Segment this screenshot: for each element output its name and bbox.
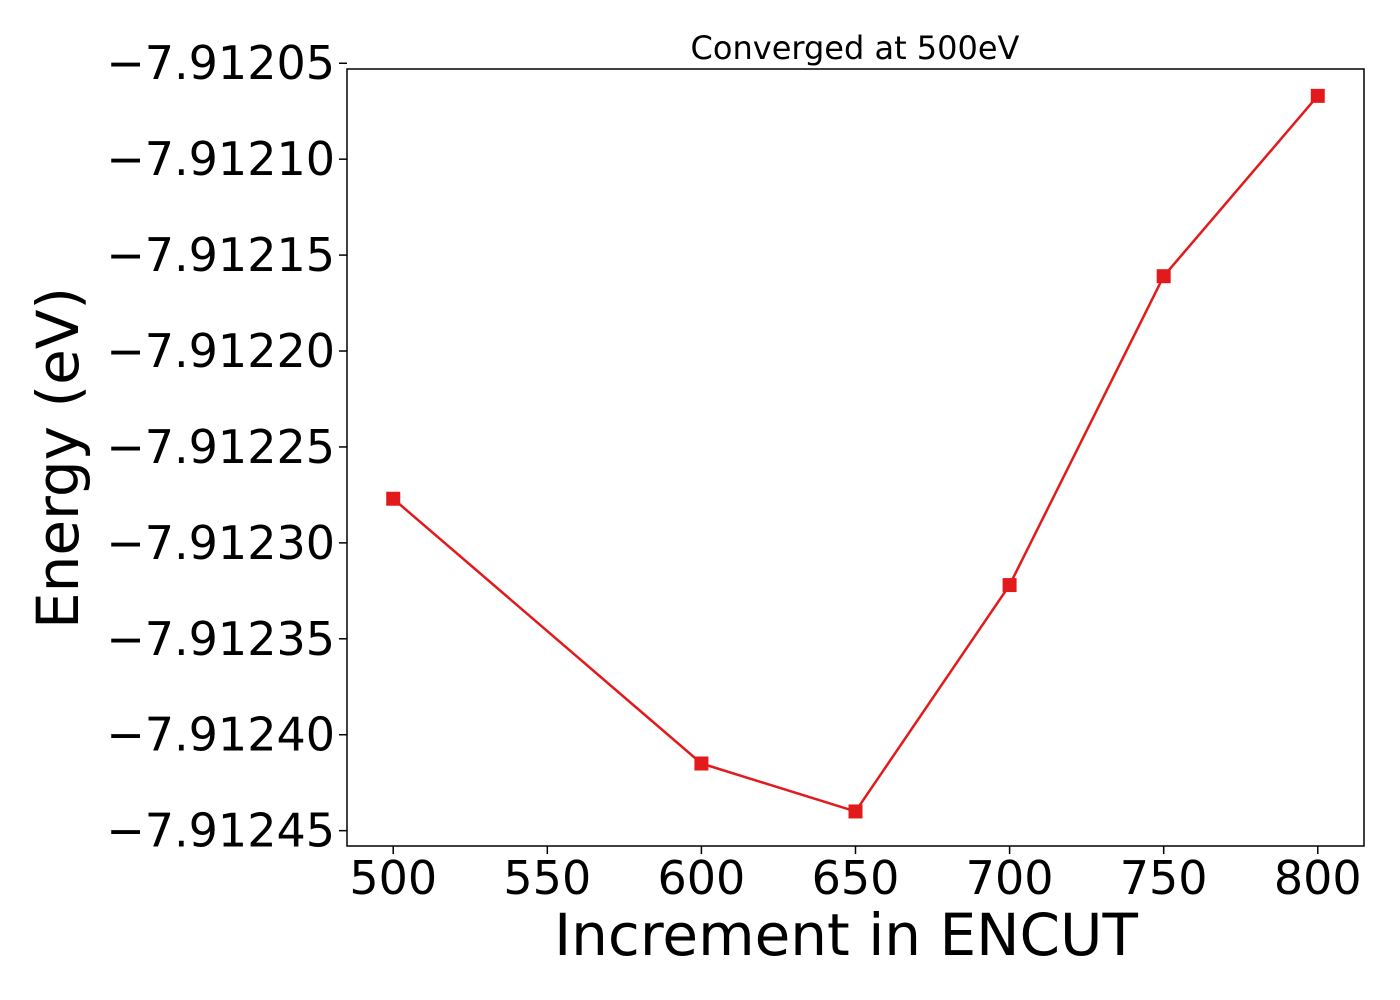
y-ticks: −7.91205 −7.91210 −7.91215 −7.91220 −7.91225… bbox=[106, 36, 347, 858]
y-tick-label: −7.91220 bbox=[106, 324, 335, 378]
data-point-marker bbox=[1310, 88, 1325, 103]
data-point-marker bbox=[848, 804, 863, 819]
y-tick-label: −7.91235 bbox=[106, 612, 335, 666]
y-tick-label: −7.91205 bbox=[106, 36, 335, 90]
x-tick-label: 700 bbox=[966, 851, 1054, 905]
x-tick-label: 750 bbox=[1120, 851, 1208, 905]
x-tick-label: 500 bbox=[349, 851, 437, 905]
series-group bbox=[386, 88, 1325, 819]
data-point-marker bbox=[1156, 269, 1171, 284]
x-axis-label: Increment in ENCUT bbox=[554, 901, 1138, 969]
plot-frame bbox=[346, 68, 1365, 847]
data-point-marker bbox=[1002, 578, 1017, 593]
data-point-marker bbox=[694, 756, 709, 771]
x-tick-label: 800 bbox=[1274, 851, 1362, 905]
y-tick-label: −7.91230 bbox=[106, 516, 335, 570]
data-point-marker bbox=[386, 491, 401, 506]
chart-title: Converged at 500eV bbox=[691, 29, 1020, 67]
x-tick-label: 600 bbox=[658, 851, 746, 905]
y-axis-label: Energy (eV) bbox=[24, 287, 92, 629]
y-tick-label: −7.91215 bbox=[106, 228, 335, 282]
series-line bbox=[392, 95, 1319, 813]
y-tick-label: −7.91245 bbox=[106, 804, 335, 858]
x-ticks: 500 550 600 650 700 750 800 bbox=[349, 846, 1362, 905]
x-tick-label: 550 bbox=[503, 851, 591, 905]
y-tick-label: −7.91225 bbox=[106, 420, 335, 474]
x-tick-label: 650 bbox=[812, 851, 900, 905]
y-tick-label: −7.91240 bbox=[106, 708, 335, 762]
y-tick-label: −7.91210 bbox=[106, 132, 335, 186]
